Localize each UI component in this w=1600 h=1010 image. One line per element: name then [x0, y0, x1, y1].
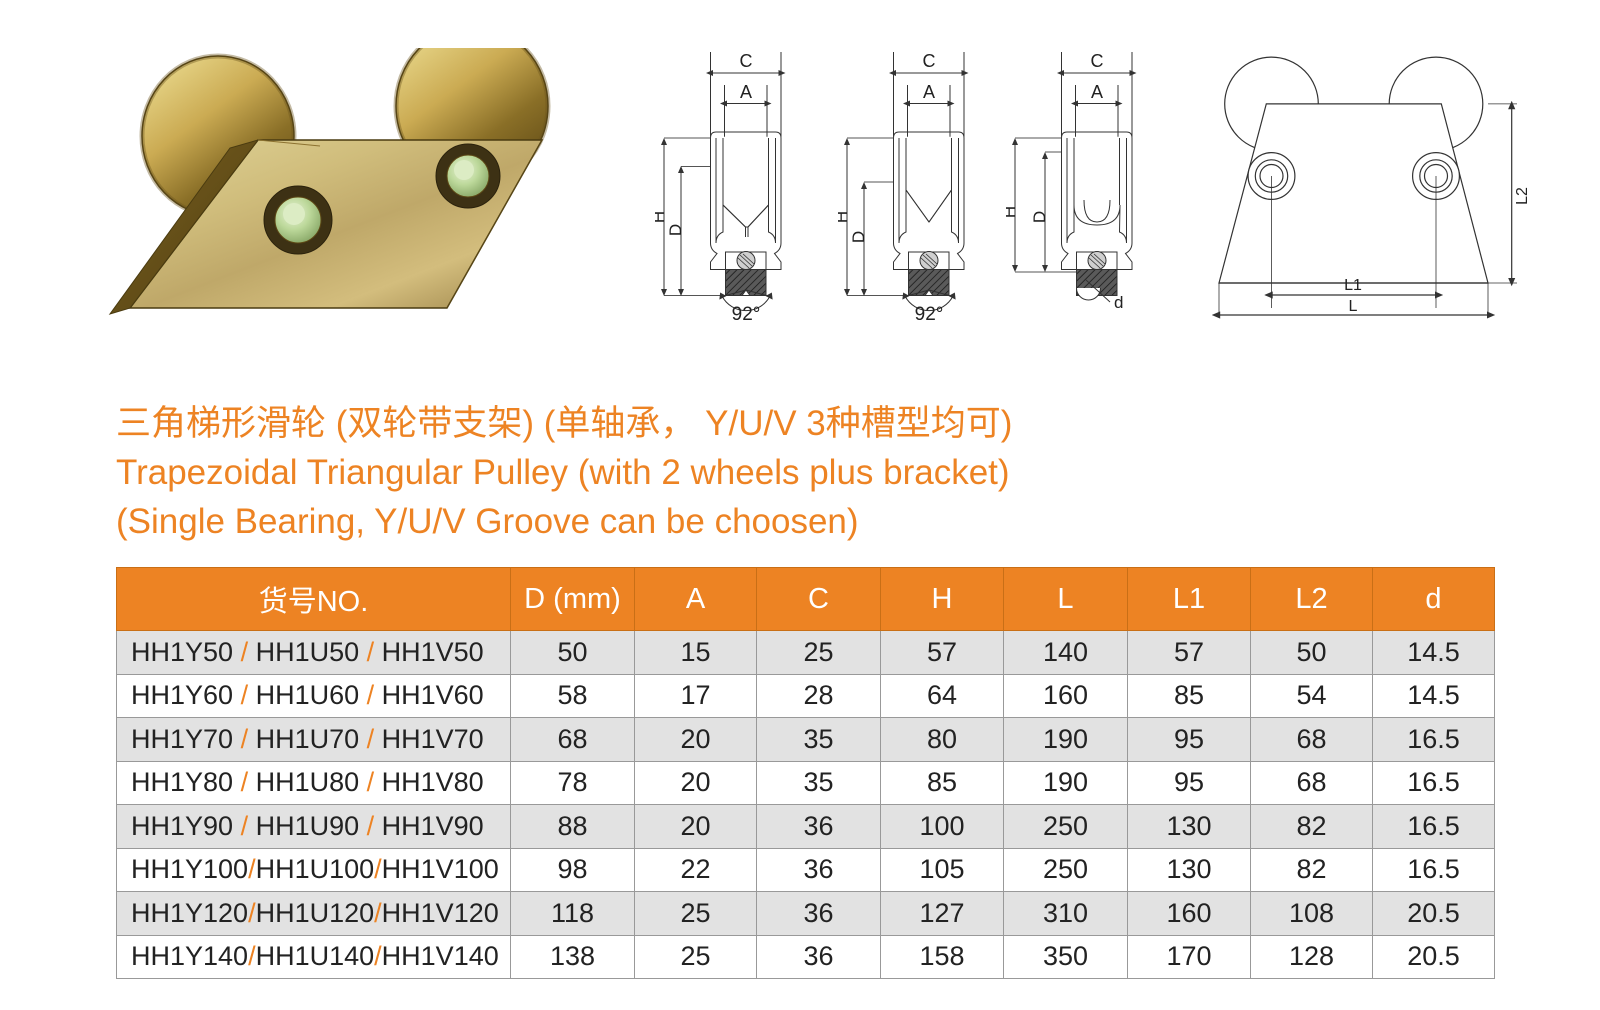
svg-text:H: H	[655, 211, 668, 223]
svg-text:92°: 92°	[732, 304, 761, 325]
svg-text:C: C	[1091, 51, 1104, 71]
svg-text:D: D	[849, 231, 868, 243]
svg-text:C: C	[923, 51, 936, 71]
svg-text:D: D	[1030, 211, 1049, 223]
svg-text:92°: 92°	[915, 304, 944, 325]
svg-text:H: H	[838, 211, 851, 223]
svg-text:L: L	[1349, 298, 1358, 315]
svg-text:C: C	[740, 51, 753, 71]
svg-text:d: d	[1114, 293, 1123, 312]
svg-text:A: A	[923, 82, 935, 102]
svg-text:L1: L1	[1344, 277, 1362, 294]
svg-text:L2: L2	[1514, 187, 1531, 205]
svg-text:D: D	[666, 224, 685, 236]
svg-text:A: A	[1091, 82, 1103, 102]
svg-text:A: A	[740, 82, 752, 102]
svg-text:H: H	[1006, 206, 1019, 218]
